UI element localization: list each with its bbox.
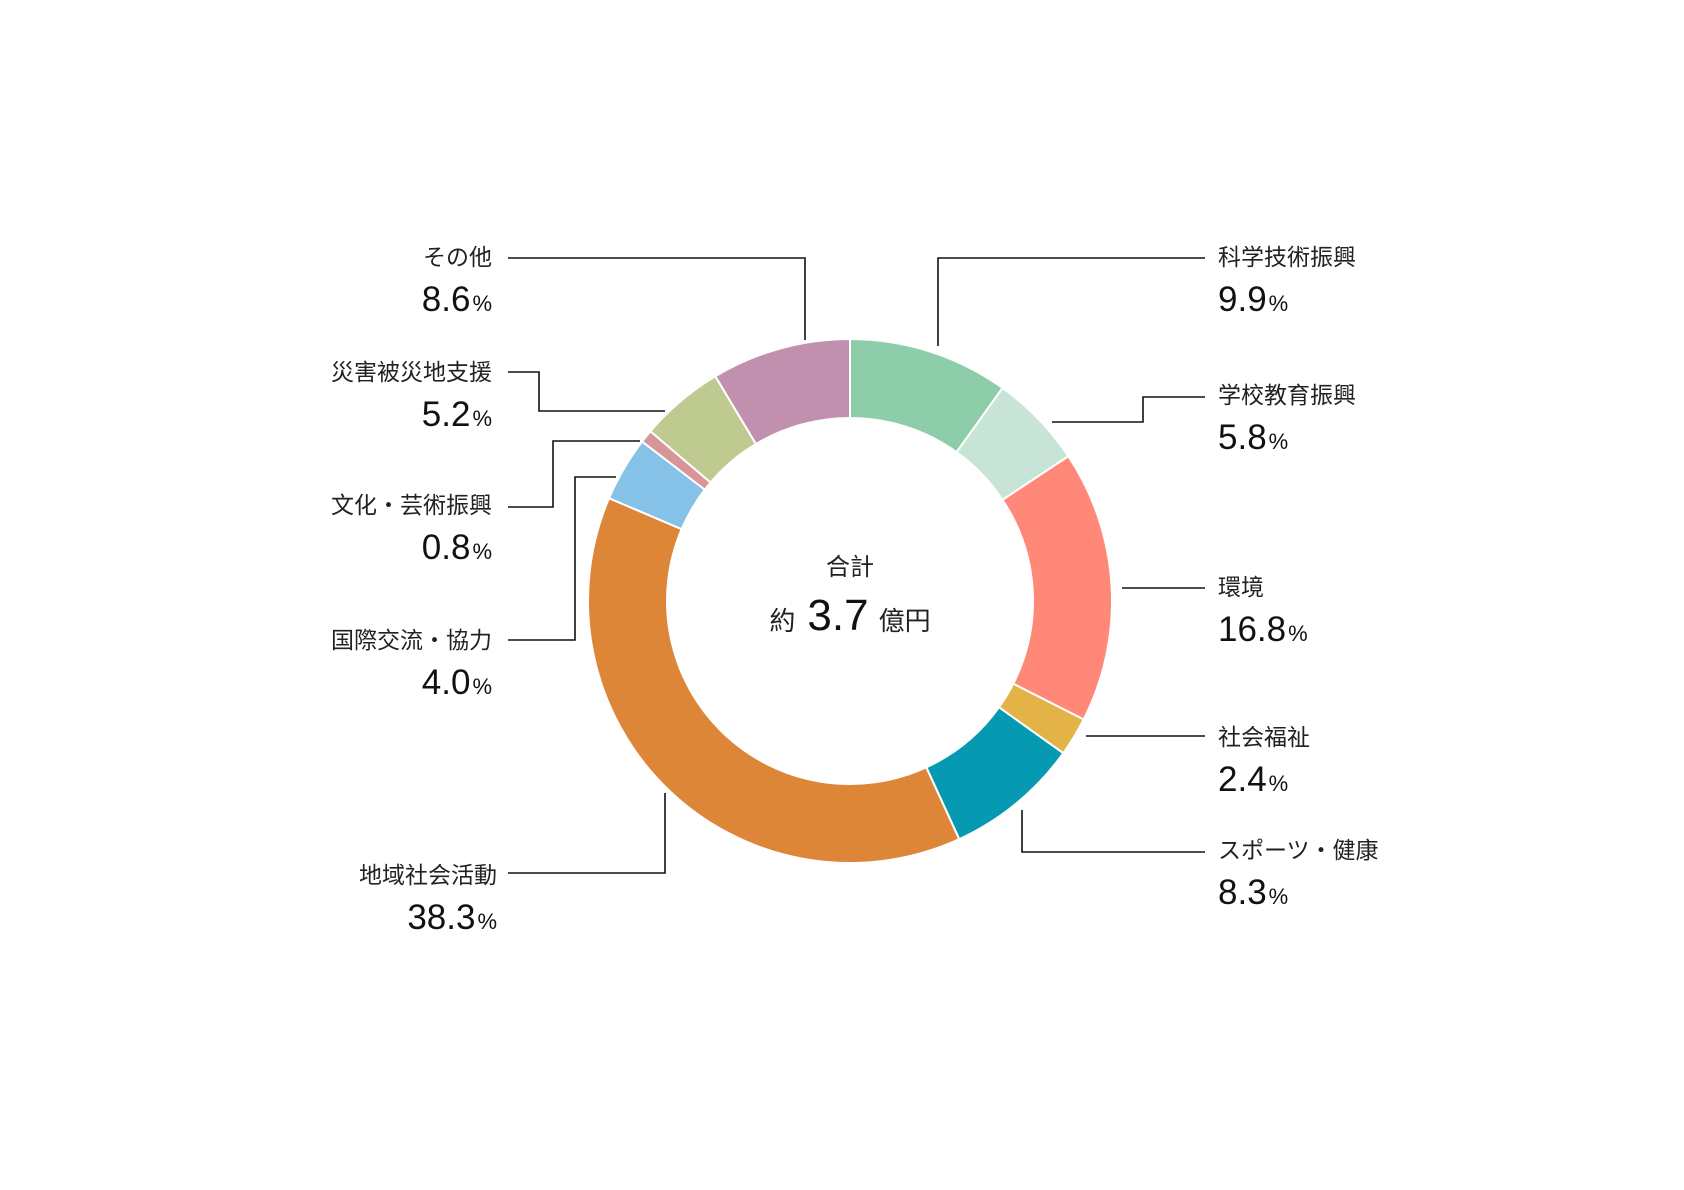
slice-percent-value: 38.3	[407, 898, 475, 937]
slice-category-label: その他	[423, 245, 492, 271]
slice-6	[587, 496, 961, 864]
slice-percent-label: 9.9%	[1218, 280, 1288, 319]
slice-label-5: スポーツ・健康 8.3%	[1218, 838, 1379, 912]
slice-label-7: 国際交流・協力 4.0%	[331, 628, 492, 702]
slice-percent-value: 5.2	[422, 395, 471, 434]
center-total: 合計 約 3.7 億円	[769, 553, 930, 640]
slice-percent-label: 8.3%	[1218, 873, 1288, 912]
slice-label-10: その他 8.6%	[422, 245, 492, 319]
slice-percent-unit: %	[1288, 621, 1308, 646]
slice-percent-unit: %	[477, 909, 497, 934]
slice-category-label: 環境	[1218, 575, 1264, 601]
slice-percent-unit: %	[472, 291, 492, 316]
center-total-value: 約 3.7 億円	[769, 591, 930, 640]
leader-lines-layer	[508, 257, 1205, 874]
slice-percent-label: 0.8%	[422, 528, 492, 567]
slice-label-6: 地域社会活動 38.3%	[359, 863, 497, 937]
slice-percent-value: 2.4	[1218, 760, 1267, 799]
slice-label-3: 環境 16.8%	[1218, 575, 1308, 649]
center-prefix: 約	[769, 607, 795, 637]
slice-percent-label: 8.6%	[422, 280, 492, 319]
leader-line-6	[508, 793, 666, 874]
slice-category-label: 災害被災地支援	[331, 360, 492, 386]
slice-percent-label: 2.4%	[1218, 760, 1288, 799]
slice-category-label: 社会福祉	[1218, 725, 1310, 751]
slice-percent-label: 38.3%	[407, 898, 497, 937]
leader-line-10	[508, 257, 806, 340]
slice-percent-value: 4.0	[422, 663, 471, 702]
slice-category-label: 文化・芸術振興	[331, 493, 492, 519]
slice-label-9: 災害被災地支援 5.2%	[331, 360, 492, 434]
center-value: 3.7	[807, 591, 868, 640]
center-title: 合計	[826, 553, 874, 581]
slice-percent-value: 0.8	[422, 528, 471, 567]
slice-percent-value: 8.6	[422, 280, 471, 319]
slice-10	[713, 337, 851, 446]
slice-percent-unit: %	[1269, 429, 1289, 454]
slice-percent-unit: %	[1269, 771, 1289, 796]
slice-percent-label: 5.8%	[1218, 418, 1288, 457]
leader-line-9	[508, 371, 665, 412]
slice-percent-value: 16.8	[1218, 610, 1286, 649]
slice-3	[1001, 454, 1113, 721]
leader-line-8	[508, 440, 640, 508]
slice-percent-label: 5.2%	[422, 395, 492, 434]
slice-percent-value: 5.8	[1218, 418, 1267, 457]
slice-percent-value: 8.3	[1218, 873, 1267, 912]
slice-label-8: 文化・芸術振興 0.8%	[331, 493, 492, 567]
slice-label-2: 学校教育振興 5.8%	[1218, 383, 1356, 457]
leader-line-2	[1052, 396, 1205, 423]
leader-line-1	[937, 257, 1205, 346]
center-suffix: 億円	[879, 607, 931, 637]
slice-percent-label: 16.8%	[1218, 610, 1308, 649]
labels-layer: 科学技術振興9.9%学校教育振興5.8%環境16.8%社会福祉2.4%スポーツ・…	[331, 245, 1379, 937]
slice-category-label: 地域社会活動	[359, 863, 497, 889]
slice-percent-unit: %	[472, 406, 492, 431]
slice-category-label: スポーツ・健康	[1218, 838, 1379, 864]
leader-line-7	[508, 476, 616, 641]
leader-line-5	[1021, 810, 1205, 853]
slice-percent-unit: %	[1269, 884, 1289, 909]
slice-label-1: 科学技術振興 9.9%	[1218, 245, 1356, 319]
slice-percent-label: 4.0%	[422, 663, 492, 702]
slice-percent-value: 9.9	[1218, 280, 1267, 319]
slice-percent-unit: %	[1269, 291, 1289, 316]
slice-percent-unit: %	[472, 674, 492, 699]
slice-label-4: 社会福祉 2.4%	[1218, 725, 1310, 799]
slices-layer	[587, 337, 1113, 864]
slice-percent-unit: %	[472, 539, 492, 564]
slice-category-label: 国際交流・協力	[331, 628, 492, 654]
slice-category-label: 科学技術振興	[1218, 245, 1356, 271]
slice-category-label: 学校教育振興	[1218, 383, 1356, 409]
